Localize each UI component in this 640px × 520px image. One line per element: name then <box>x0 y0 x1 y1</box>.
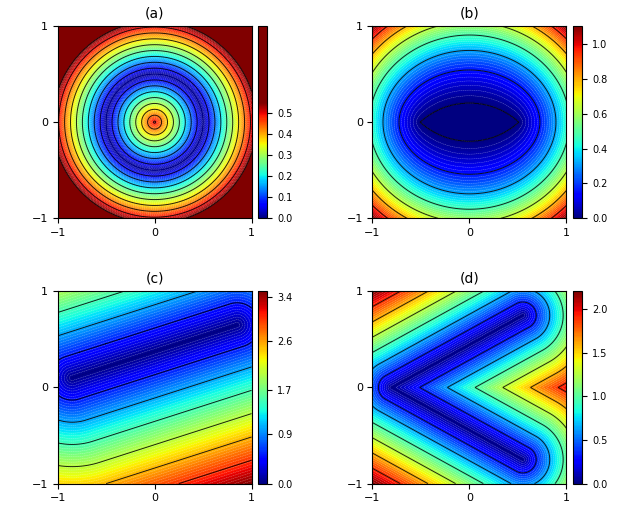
Title: (c): (c) <box>145 272 164 286</box>
Title: (a): (a) <box>145 7 164 21</box>
Title: (b): (b) <box>460 7 479 21</box>
Title: (d): (d) <box>460 272 479 286</box>
